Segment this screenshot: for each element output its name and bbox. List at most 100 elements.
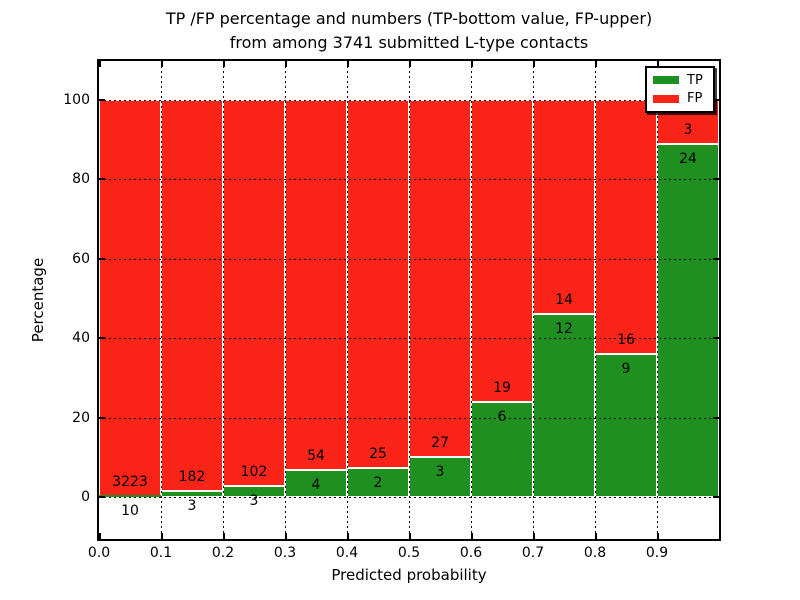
x-tick-mark-top	[471, 61, 473, 67]
x-tick-mark	[471, 533, 473, 539]
bar-segment-fp	[595, 100, 657, 355]
x-tick-label: 0.1	[149, 545, 173, 561]
y-tick-mark	[99, 496, 105, 498]
bar-label-tp: 6	[497, 408, 507, 425]
x-tick-label: 0.2	[211, 545, 235, 561]
bar-segment-fp	[471, 100, 533, 402]
gridline-horizontal	[99, 417, 719, 419]
bar-label-tp: 12	[555, 320, 573, 337]
x-tick-mark	[285, 533, 287, 539]
bar-segment-tp	[595, 354, 657, 497]
gridline-vertical	[595, 61, 596, 539]
x-tick-label: 0.5	[397, 545, 421, 561]
x-tick-mark	[223, 533, 225, 539]
x-tick-label: 0.0	[87, 545, 111, 561]
y-tick-mark	[99, 257, 105, 260]
gridline-vertical	[161, 61, 162, 539]
y-tick-mark	[99, 99, 105, 101]
x-tick-mark-top	[347, 61, 349, 67]
x-tick-mark	[409, 533, 411, 539]
x-axis-label: Predicted probability	[331, 566, 487, 584]
tp-color-swatch	[653, 76, 679, 85]
y-tick-mark	[99, 178, 105, 181]
bar-segment-fp	[223, 100, 285, 486]
bar-label-fp: 3	[683, 122, 693, 139]
bar-label-tp: 3	[249, 492, 259, 509]
x-tick-mark-top	[533, 61, 535, 67]
legend-label-tp: TP	[687, 72, 703, 88]
x-tick-mark	[657, 533, 659, 539]
bar-label-tp: 3	[435, 464, 445, 481]
bar-segment-fp	[161, 100, 223, 491]
x-tick-mark	[595, 533, 597, 539]
chart-title-line2: from among 3741 submitted L-type contact…	[229, 33, 589, 52]
x-tick-mark	[161, 533, 163, 539]
bar-segment-fp	[99, 100, 161, 496]
gridline-horizontal	[99, 179, 719, 181]
bar-segment-tp	[285, 469, 347, 497]
y-tick-mark	[99, 337, 105, 340]
y-tick-mark-right	[713, 416, 719, 419]
bar-label-fp: 3223	[112, 473, 148, 490]
y-tick-label: 0	[81, 489, 90, 505]
x-tick-label: 0.6	[459, 545, 483, 561]
gridline-horizontal	[99, 258, 719, 260]
gridline-vertical	[409, 61, 410, 539]
gridline-horizontal	[99, 338, 719, 340]
bar-label-fp: 27	[431, 435, 449, 452]
legend-label-fp: FP	[687, 91, 703, 107]
legend-entry-tp: TP	[653, 74, 707, 87]
bar-segment-tp	[657, 144, 719, 497]
gridline-vertical	[347, 61, 348, 539]
gridline-horizontal	[99, 100, 719, 101]
y-tick-label: 40	[72, 330, 90, 347]
bar-label-tp: 10	[121, 502, 139, 519]
fp-color-swatch	[653, 94, 679, 103]
x-tick-label: 0.9	[645, 545, 669, 561]
bar-label-fp: 54	[307, 447, 325, 464]
x-tick-mark-top	[285, 61, 287, 67]
gridline-vertical	[471, 61, 472, 539]
bar-segment-fp	[347, 100, 409, 468]
bar-segment-fp	[285, 100, 347, 470]
x-tick-mark-top	[223, 61, 225, 67]
bar-label-fp: 19	[493, 379, 511, 396]
gridline-vertical	[533, 61, 534, 539]
legend: TP FP	[645, 66, 715, 113]
x-tick-label: 0.8	[583, 545, 607, 561]
gridline-vertical	[285, 61, 286, 539]
y-tick-mark-right	[713, 99, 719, 101]
y-tick-mark-right	[713, 337, 719, 340]
x-tick-mark-top	[595, 61, 597, 67]
bar-label-fp: 14	[555, 291, 573, 308]
bar-segment-tp	[409, 457, 471, 497]
bar-label-tp: 4	[311, 476, 321, 493]
legend-entry-fp: FP	[653, 92, 707, 105]
bar-segment-tp	[533, 313, 595, 497]
bar-label-fp: 182	[178, 468, 206, 485]
x-tick-label: 0.3	[273, 545, 297, 561]
y-tick-label: 20	[72, 409, 90, 426]
x-tick-label: 0.7	[521, 545, 545, 561]
y-tick-mark-right	[713, 257, 719, 260]
gridline-horizontal	[99, 497, 719, 498]
bar-label-tp: 24	[679, 151, 697, 168]
x-tick-mark	[533, 533, 535, 539]
x-tick-mark-top	[657, 61, 659, 67]
bar-label-fp: 102	[240, 463, 268, 480]
x-tick-mark-top	[99, 61, 101, 67]
y-tick-mark-right	[713, 178, 719, 181]
x-tick-mark-top	[161, 61, 163, 67]
y-tick-label: 100	[63, 92, 90, 108]
y-tick-label: 60	[72, 250, 90, 267]
x-tick-mark	[347, 533, 349, 539]
x-tick-label: 0.4	[335, 545, 359, 561]
bar-segment-tp	[99, 495, 161, 497]
bar-label-fp: 25	[369, 445, 387, 462]
chart-title-line1: TP /FP percentage and numbers (TP-bottom…	[165, 9, 653, 28]
y-tick-mark-right	[713, 496, 719, 498]
bar-label-tp: 3	[187, 497, 197, 514]
bar-segment-fp	[533, 100, 595, 314]
bar-label-tp: 9	[621, 361, 631, 378]
